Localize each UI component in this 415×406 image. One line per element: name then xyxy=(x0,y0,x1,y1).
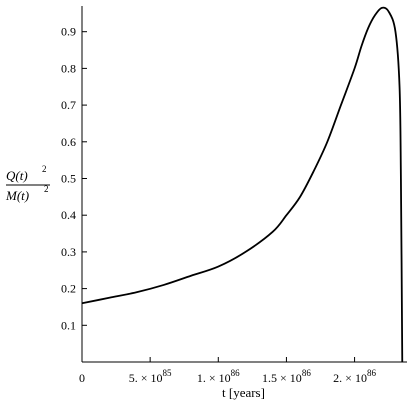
y-tick-label: 0.6 xyxy=(61,135,76,149)
series-line xyxy=(81,6,404,363)
y-tick-label: 0.2 xyxy=(61,282,76,296)
x-tick-label: 1. × 1086 xyxy=(197,368,240,385)
x-tick-label: 5. × 1085 xyxy=(129,368,172,385)
y-tick-label: 0.5 xyxy=(61,171,76,185)
y-label-numerator: Q(t) xyxy=(6,168,28,183)
y-tick-label: 0.3 xyxy=(61,245,76,259)
x-axis-label: t [years] xyxy=(222,385,265,400)
y-label-numerator-exponent: 2 xyxy=(42,164,47,174)
y-tick-label: 0.4 xyxy=(61,208,76,222)
x-tick-label: 1.5 × 1086 xyxy=(262,368,311,385)
y-axis-label: Q(t) 2 M(t) 2 xyxy=(5,164,50,203)
y-tick-label: 0.1 xyxy=(61,318,76,332)
y-ticks: 0.1 0.2 0.3 0.4 0.5 0.6 0.7 0.8 0.9 xyxy=(61,25,87,332)
y-tick-label: 0.8 xyxy=(61,61,76,75)
y-label-denominator-exponent: 2 xyxy=(44,184,49,194)
y-tick-label: 0.9 xyxy=(61,25,76,39)
x-tick-label: 2. × 1086 xyxy=(333,368,376,385)
y-tick-label: 0.7 xyxy=(61,98,76,112)
x-tick-label: 0 xyxy=(79,371,85,385)
x-ticks: 0 5. × 1085 1. × 1086 1.5 × 1086 2. × 1086 xyxy=(79,357,376,385)
y-label-denominator: M(t) xyxy=(5,188,29,203)
